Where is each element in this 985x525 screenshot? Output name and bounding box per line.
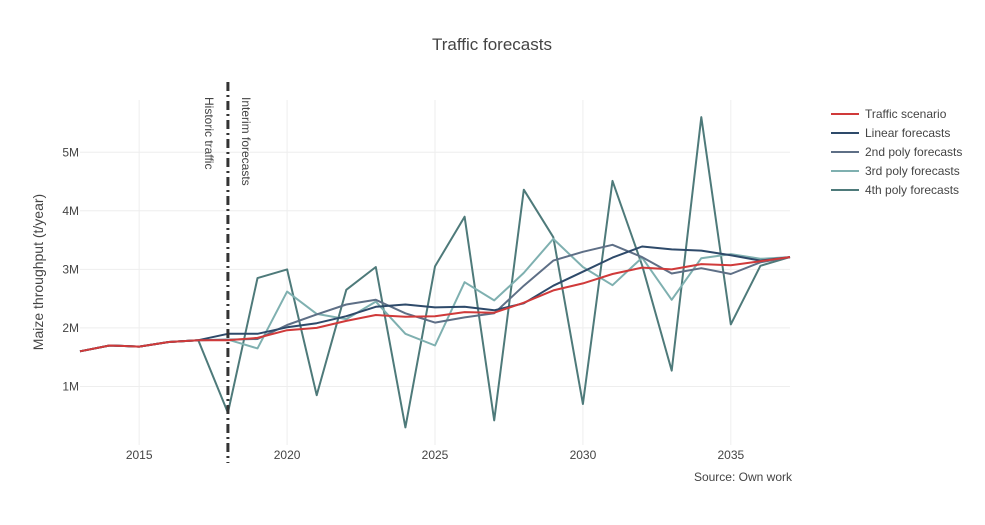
legend-label: 3rd poly forecasts	[865, 164, 960, 178]
legend-label: 2nd poly forecasts	[865, 145, 962, 159]
x-tick-label: 2035	[717, 448, 744, 462]
x-tick-label: 2025	[422, 448, 449, 462]
y-axis-ticks: 1M 2M 3M 4M 5M	[62, 145, 79, 393]
y-tick-label: 1M	[62, 379, 79, 393]
interim-forecasts-annotation: Interim forecasts	[239, 97, 253, 186]
x-tick-label: 2015	[126, 448, 153, 462]
y-tick-label: 5M	[62, 145, 79, 159]
legend-label: 4th poly forecasts	[865, 183, 959, 197]
series-line	[79, 256, 791, 353]
source-note: Source: Own work	[694, 470, 793, 484]
legend-label: Traffic scenario	[865, 107, 947, 121]
historic-traffic-annotation: Historic traffic	[202, 97, 216, 169]
grid-lines	[80, 100, 790, 445]
chart-title: Traffic forecasts	[432, 35, 552, 54]
y-tick-label: 2M	[62, 321, 79, 335]
y-axis-label: Maize throughput (t/year)	[30, 194, 46, 350]
y-tick-label: 4M	[62, 204, 79, 218]
x-tick-label: 2030	[570, 448, 597, 462]
series-lines	[79, 116, 791, 429]
historic-boundary: Historic traffic Interim forecasts	[202, 82, 253, 463]
y-tick-label: 3M	[62, 262, 79, 276]
x-tick-label: 2020	[274, 448, 301, 462]
legend: Traffic scenario Linear forecasts 2nd poly…	[831, 107, 962, 197]
legend-label: Linear forecasts	[865, 126, 950, 140]
x-axis-ticks: 2015 2020 2025 2030 2035	[126, 448, 745, 462]
